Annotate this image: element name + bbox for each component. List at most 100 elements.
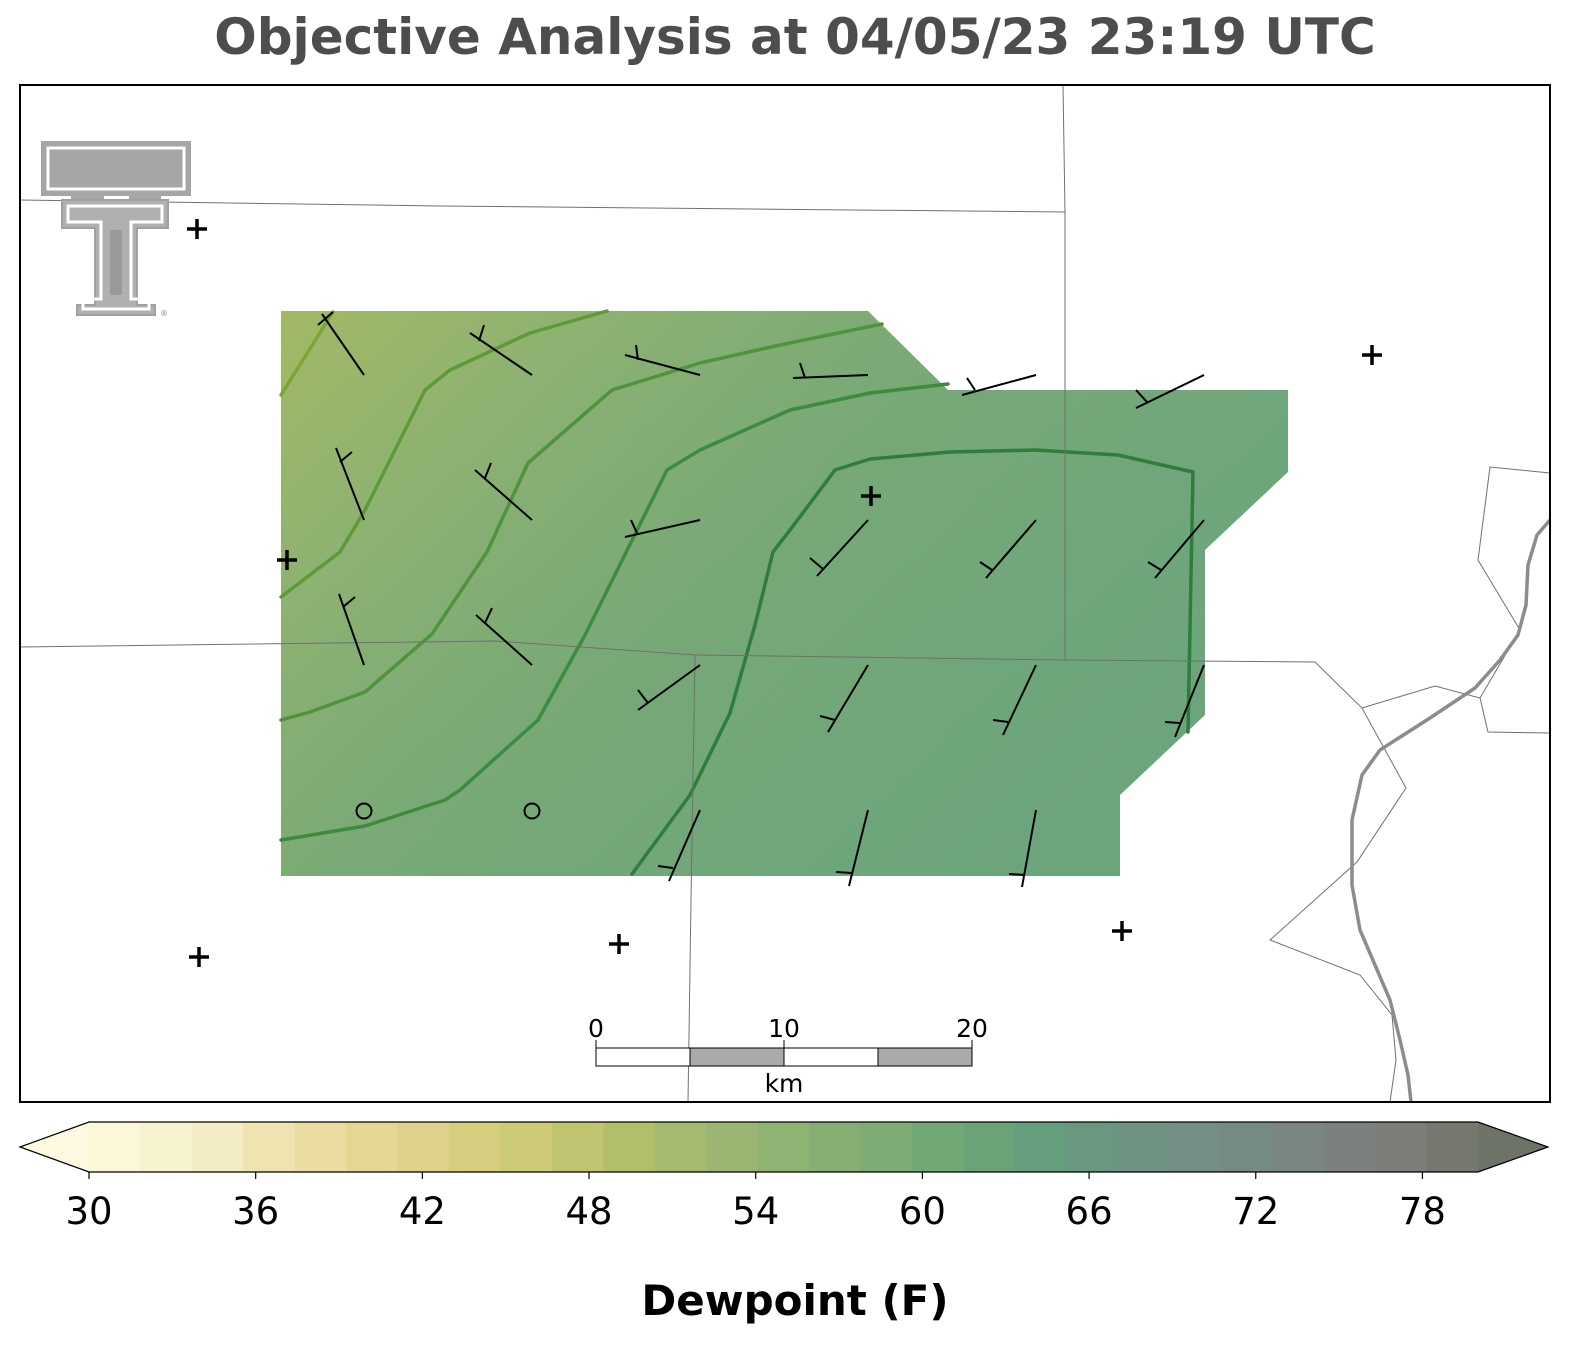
wind-barb (979, 519, 1037, 579)
scale-bar-label-10: 10 (768, 1014, 800, 1043)
calm-wind-circle (523, 802, 541, 820)
colorbar-extend-min (20, 1122, 89, 1172)
colorbar-tick-label: 36 (232, 1190, 280, 1233)
colorbar-segment (809, 1122, 862, 1172)
colorbar-segment (1323, 1122, 1376, 1172)
map-frame (19, 84, 1551, 1103)
wind-barbs (317, 311, 1205, 888)
colorbar-tick-label: 54 (732, 1190, 780, 1233)
colorbar-segment (140, 1122, 193, 1172)
contour-line (279, 309, 609, 599)
wind-barb (317, 311, 365, 376)
station-plus-marker (1112, 921, 1132, 941)
wind-barb (475, 607, 533, 666)
scale-bar-label-0: 0 (588, 1014, 604, 1043)
scale-bar (595, 1040, 973, 1067)
colorbar-segment (706, 1122, 759, 1172)
colorbar-tick-label: 48 (565, 1190, 613, 1233)
colorbar-segment (1272, 1122, 1325, 1172)
station-markers-missing (187, 219, 1382, 967)
colorbar-segment (1375, 1122, 1428, 1172)
colorbar-tick-label: 78 (1398, 1190, 1446, 1233)
contour-line (630, 448, 1195, 876)
wind-barb (335, 447, 365, 521)
station-plus-marker (609, 934, 629, 954)
station-markers-calm (355, 802, 541, 820)
colorbar-segment (654, 1122, 707, 1172)
colorbar-segment (757, 1122, 810, 1172)
wind-barb (792, 362, 869, 379)
contour-line (279, 382, 950, 842)
colorbar-segment (191, 1122, 244, 1172)
dewpoint-analysis-field (281, 311, 1288, 876)
colorbar-segment (1015, 1122, 1068, 1172)
border-line (20, 199, 1066, 213)
wind-barb (1135, 374, 1205, 409)
colorbar-segment (912, 1122, 965, 1172)
contour-line (279, 322, 884, 722)
scale-bar-segment (877, 1047, 973, 1067)
wind-barb (992, 664, 1037, 736)
colorbar-segment (1066, 1122, 1119, 1172)
station-plus-marker (1362, 345, 1382, 365)
wind-barb (809, 519, 869, 577)
colorbar-tick-label: 66 (1065, 1190, 1113, 1233)
map-title: Objective Analysis at 04/05/23 23:19 UTC (214, 8, 1376, 66)
texas-tech-double-t-logo: ® (41, 141, 191, 318)
wind-barb (637, 664, 701, 711)
colorbar-label: Dewpoint (F) (641, 1276, 949, 1325)
contour-line (279, 310, 335, 397)
colorbar-segment (1169, 1122, 1222, 1172)
colorbar-segment (397, 1122, 450, 1172)
colorbar-tick-label: 42 (398, 1190, 446, 1233)
station-plus-marker (187, 219, 207, 239)
border-line (1477, 466, 1550, 699)
colorbar-segment (294, 1122, 347, 1172)
wind-barb (657, 809, 701, 882)
wind-barb (338, 593, 365, 666)
wind-barb (819, 664, 869, 733)
colorbar (18, 1121, 1550, 1179)
colorbar-segment (963, 1122, 1016, 1172)
scale-bar-segment (783, 1047, 879, 1067)
wind-barb (1008, 809, 1037, 888)
station-plus-marker (861, 486, 881, 506)
calm-wind-circle (355, 802, 373, 820)
colorbar-tick-label: 72 (1232, 1190, 1280, 1233)
river-line (1350, 518, 1550, 1102)
colorbar-segment (89, 1122, 142, 1172)
wind-barb (624, 519, 701, 538)
scale-bar-label-20: 20 (956, 1014, 988, 1043)
wind-barb (961, 374, 1037, 396)
colorbar-segment (500, 1122, 553, 1172)
scale-bar-segment (595, 1047, 691, 1067)
scale-bar-unit: km (764, 1069, 804, 1098)
colorbar-segment (1117, 1122, 1170, 1172)
wind-barb (469, 324, 533, 376)
dewpoint-contours (279, 309, 1195, 876)
colorbar-tick-label: 30 (65, 1190, 113, 1233)
wind-barb (624, 344, 701, 376)
colorbar-segment (346, 1122, 399, 1172)
wind-barb (835, 809, 869, 887)
station-plus-marker (277, 550, 297, 570)
wind-barb (1147, 519, 1205, 579)
station-plus-marker (189, 947, 209, 967)
colorbar-segment (1220, 1122, 1273, 1172)
wind-barb (474, 462, 533, 521)
colorbar-extend-max (1478, 1122, 1548, 1172)
border-line (687, 654, 696, 1102)
svg-text:®: ® (160, 309, 168, 318)
colorbar-segment (449, 1122, 502, 1172)
colorbar-segment (552, 1122, 605, 1172)
colorbar-segment (1426, 1122, 1479, 1172)
scale-bar-segment (689, 1047, 785, 1067)
wind-barb (1164, 664, 1205, 738)
border-line (1062, 85, 1066, 660)
colorbar-tick-label: 60 (898, 1190, 946, 1233)
border-line (1361, 685, 1550, 734)
colorbar-segment (860, 1122, 913, 1172)
colorbar-segment (603, 1122, 656, 1172)
colorbar-segment (243, 1122, 296, 1172)
